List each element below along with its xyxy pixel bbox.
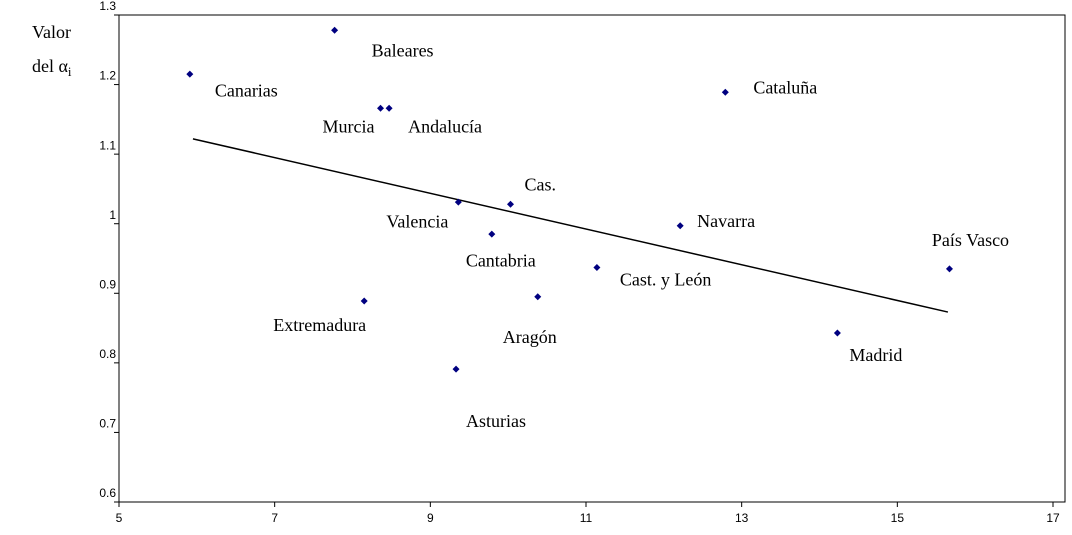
x-tick-label: 15: [891, 511, 905, 525]
y-tick-label: 0.6: [99, 486, 116, 500]
point: [331, 26, 339, 34]
x-tick-label: 13: [735, 511, 749, 525]
x-tick-label: 7: [271, 511, 278, 525]
point: [534, 293, 542, 301]
point: [833, 329, 841, 337]
point-label: Aragón: [503, 327, 557, 347]
point-label: Extremadura: [273, 315, 366, 335]
trend-line: [192, 138, 949, 313]
point-label: Navarra: [697, 211, 755, 231]
y-tick-label: 1.1: [99, 138, 116, 152]
x-tick-label: 9: [427, 511, 434, 525]
point-label: Murcia: [323, 116, 375, 136]
x-tick-label: 17: [1046, 511, 1060, 525]
plot-frame: [118, 14, 1066, 503]
point-label: Cast. y León: [620, 270, 712, 290]
y-axis-label: Valor: [32, 22, 71, 42]
y-tick-label: 0.8: [99, 347, 116, 361]
point: [676, 222, 684, 230]
point-label: Valencia: [386, 211, 448, 231]
point: [593, 264, 601, 272]
point-label: Canarias: [215, 80, 278, 100]
y-axis-label-part: del α: [32, 56, 68, 76]
x-tick-label: 5: [116, 511, 123, 525]
point: [186, 70, 194, 78]
y-tick-label: 0.7: [99, 417, 116, 431]
point: [507, 200, 515, 208]
point: [721, 88, 729, 96]
point-label: País Vasco: [932, 230, 1009, 250]
point-label: Asturias: [466, 411, 526, 431]
point: [454, 198, 462, 206]
point: [452, 365, 460, 373]
y-tick-label: 1.2: [99, 69, 116, 83]
x-tick-label: 11: [580, 511, 593, 525]
point-label: Cantabria: [466, 250, 536, 270]
point-label: Andalucía: [408, 116, 482, 136]
point: [945, 265, 953, 273]
point-label: Cas.: [525, 174, 557, 194]
point-label: Madrid: [849, 345, 902, 365]
point: [488, 230, 496, 238]
point: [385, 104, 393, 112]
y-tick-label: 1.3: [99, 0, 116, 13]
point-label: Baleares: [372, 40, 434, 60]
point-label: Cataluña: [753, 77, 817, 97]
y-axis-label-sub: i: [68, 64, 72, 79]
y-axis-label: del αi: [32, 56, 72, 79]
y-tick-label: 0.9: [99, 277, 116, 291]
point: [360, 297, 368, 305]
y-tick-label: 1: [109, 208, 116, 222]
point: [377, 104, 385, 112]
